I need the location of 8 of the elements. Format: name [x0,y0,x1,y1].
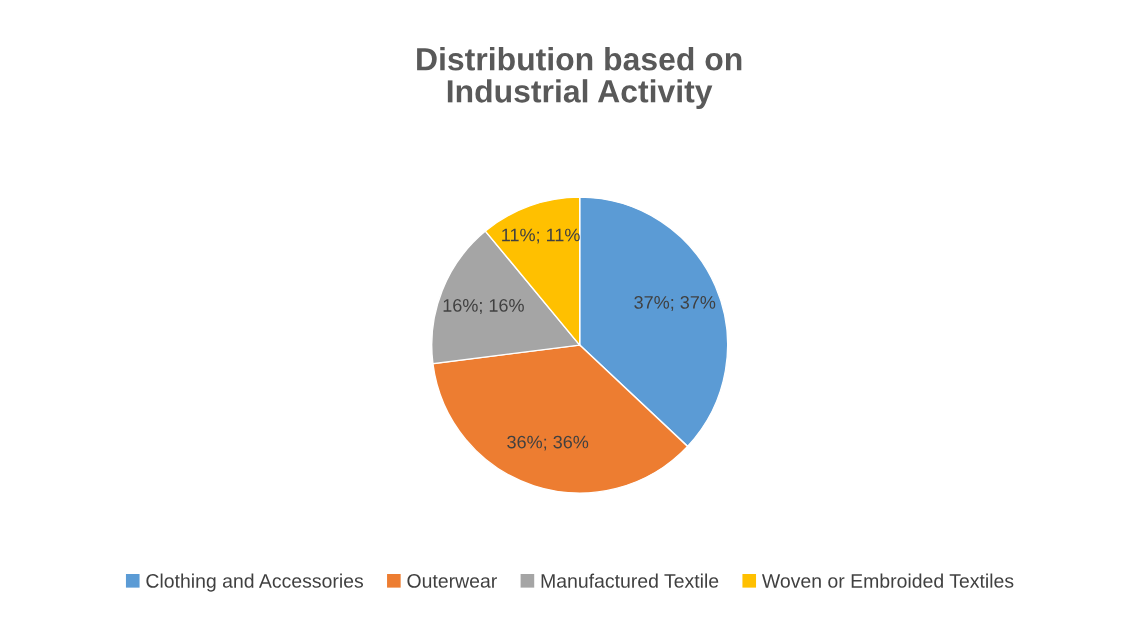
legend-label: Manufactured Textile [541,573,719,588]
data-label: 36%; 36% [507,435,589,451]
data-label: 16%; 16% [443,299,524,314]
legend-label: Clothing and Accessories [146,573,364,592]
legend-label: Outerwear [407,574,497,588]
data-label: 37%; 37% [634,296,716,311]
chart-title: Distribution based on Industrial Activity [417,47,742,109]
legend-label: Woven or Embroided Textiles [761,573,1014,588]
